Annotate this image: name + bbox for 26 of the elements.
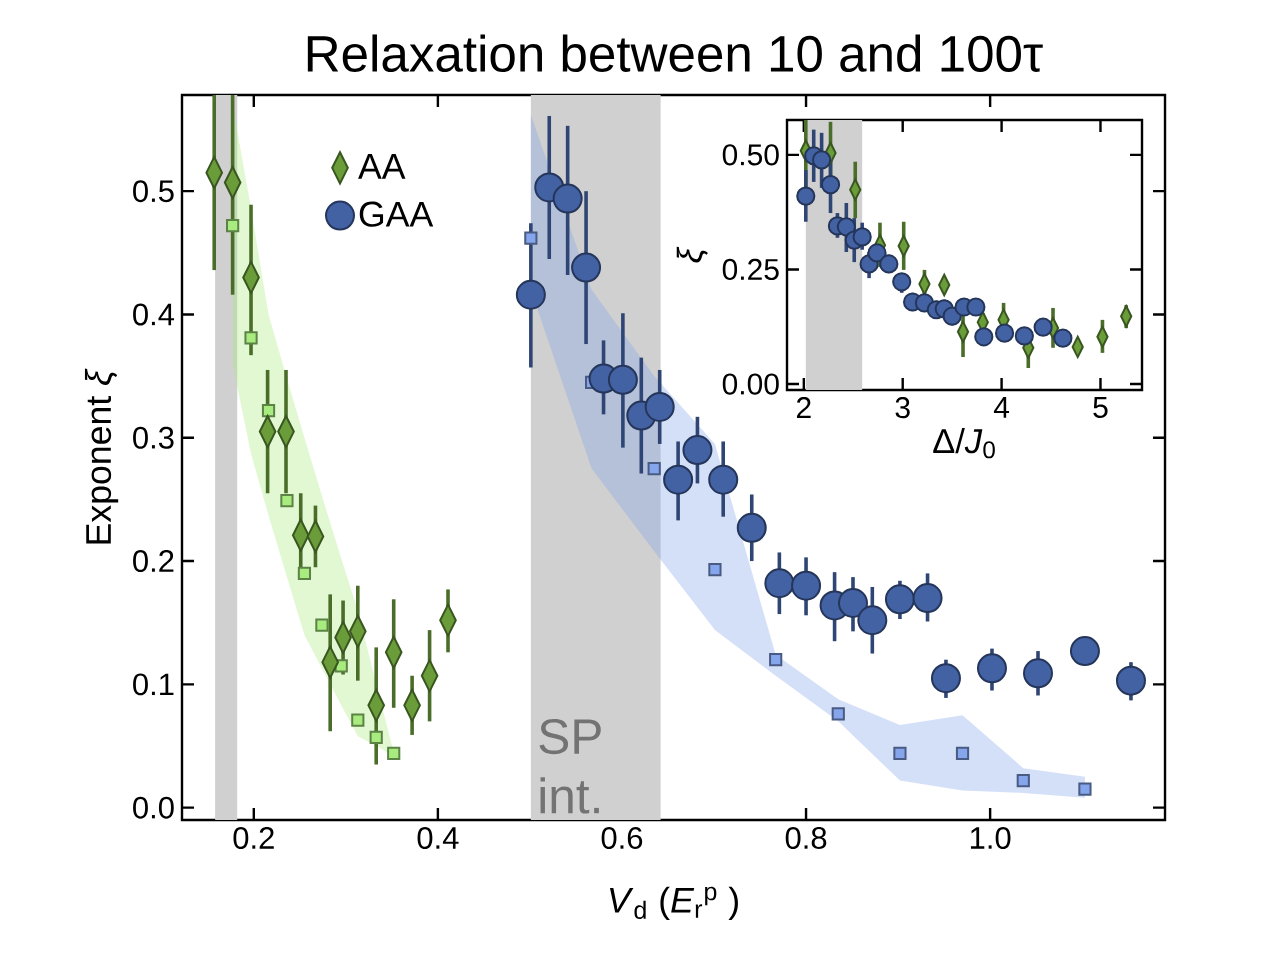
x-tick-label: 0.8 [785, 827, 827, 849]
y-axis-title: ξ [676, 246, 708, 263]
x-axis-title: V$_{d}$ (E$_{r}$$^{p}$ ) [609, 886, 738, 920]
y-tick-label: 0.25 [722, 258, 779, 281]
x-tick-label: 4 [993, 397, 1010, 418]
band-label: SP int. [539, 719, 601, 814]
y-tick-label: 0.5 [133, 180, 174, 203]
x-tick-label: 0.2 [233, 827, 274, 849]
y-tick-label: 0.50 [722, 144, 779, 166]
y-tick-label: 0.0 [133, 796, 174, 819]
x-axis-title: Δ/J$_{0}$ [933, 427, 995, 459]
y-tick-label: 0.3 [133, 426, 174, 449]
chart-title: Relaxation between 10 and 100τ [307, 34, 1043, 72]
y-axis-title: Exponent ξ [84, 368, 119, 544]
x-tick-label: 3 [895, 397, 910, 419]
x-tick-label: 0.6 [601, 827, 643, 849]
x-tick-label: 0.4 [417, 827, 459, 849]
x-tick-label: 5 [1093, 397, 1108, 418]
y-tick-label: 0.1 [133, 673, 174, 696]
y-tick-label: 0.2 [133, 550, 174, 573]
legend-label: AA [358, 154, 406, 179]
y-tick-label: 0.4 [133, 303, 175, 326]
y-tick-label: 0.00 [722, 373, 779, 395]
x-tick-label: 1.0 [970, 827, 1011, 849]
legend-label: GAA [359, 201, 434, 227]
x-tick-label: 2 [796, 397, 811, 418]
